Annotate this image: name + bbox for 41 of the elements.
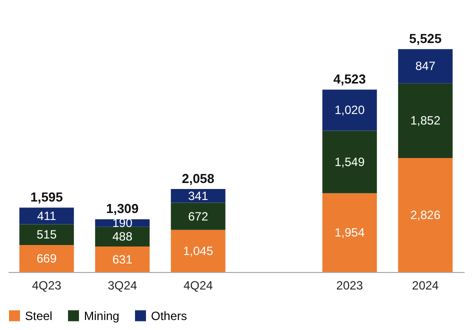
data-label: 411 [37, 208, 57, 223]
bar [19, 224, 74, 246]
data-label: 341 [188, 188, 208, 203]
total-label: 2,058 [182, 170, 214, 186]
data-label: 847 [415, 59, 436, 74]
bar [322, 130, 377, 194]
total-label: 5,525 [409, 31, 442, 46]
data-label: 2,826 [410, 208, 441, 222]
bar [398, 49, 453, 84]
bar [170, 230, 226, 272]
data-label: 672 [188, 209, 208, 224]
bar [398, 158, 453, 272]
bar [398, 83, 453, 158]
data-label: 515 [36, 228, 57, 242]
total-label: 1,595 [30, 190, 63, 205]
x-tick-label: 4Q23 [32, 278, 62, 292]
bar [322, 90, 377, 131]
bar [95, 226, 150, 247]
x-tick-label: 2024 [412, 278, 440, 292]
bar [170, 202, 226, 230]
data-label: 1,045 [183, 244, 214, 258]
bar [95, 246, 150, 272]
bar [322, 193, 377, 272]
legend-label: Mining [84, 308, 120, 323]
data-label: 1,020 [334, 103, 365, 118]
data-label: 488 [112, 230, 133, 244]
data-label: 1,852 [410, 114, 441, 128]
bar [19, 208, 74, 224]
legend-label: Others [151, 308, 188, 323]
data-label: 1,549 [334, 154, 365, 169]
data-label: 190 [112, 216, 133, 230]
total-label: 1,309 [106, 201, 139, 216]
data-label: 669 [36, 252, 57, 266]
data-label: 631 [112, 252, 133, 266]
x-tick-label: 2023 [336, 278, 364, 292]
data-label: 1,954 [334, 226, 365, 240]
total-label: 4,523 [333, 72, 366, 87]
x-tick-label: 3Q24 [108, 278, 138, 292]
legend-label: Steel [25, 308, 52, 323]
bar [19, 245, 74, 272]
x-tick-label: 4Q24 [183, 278, 214, 292]
